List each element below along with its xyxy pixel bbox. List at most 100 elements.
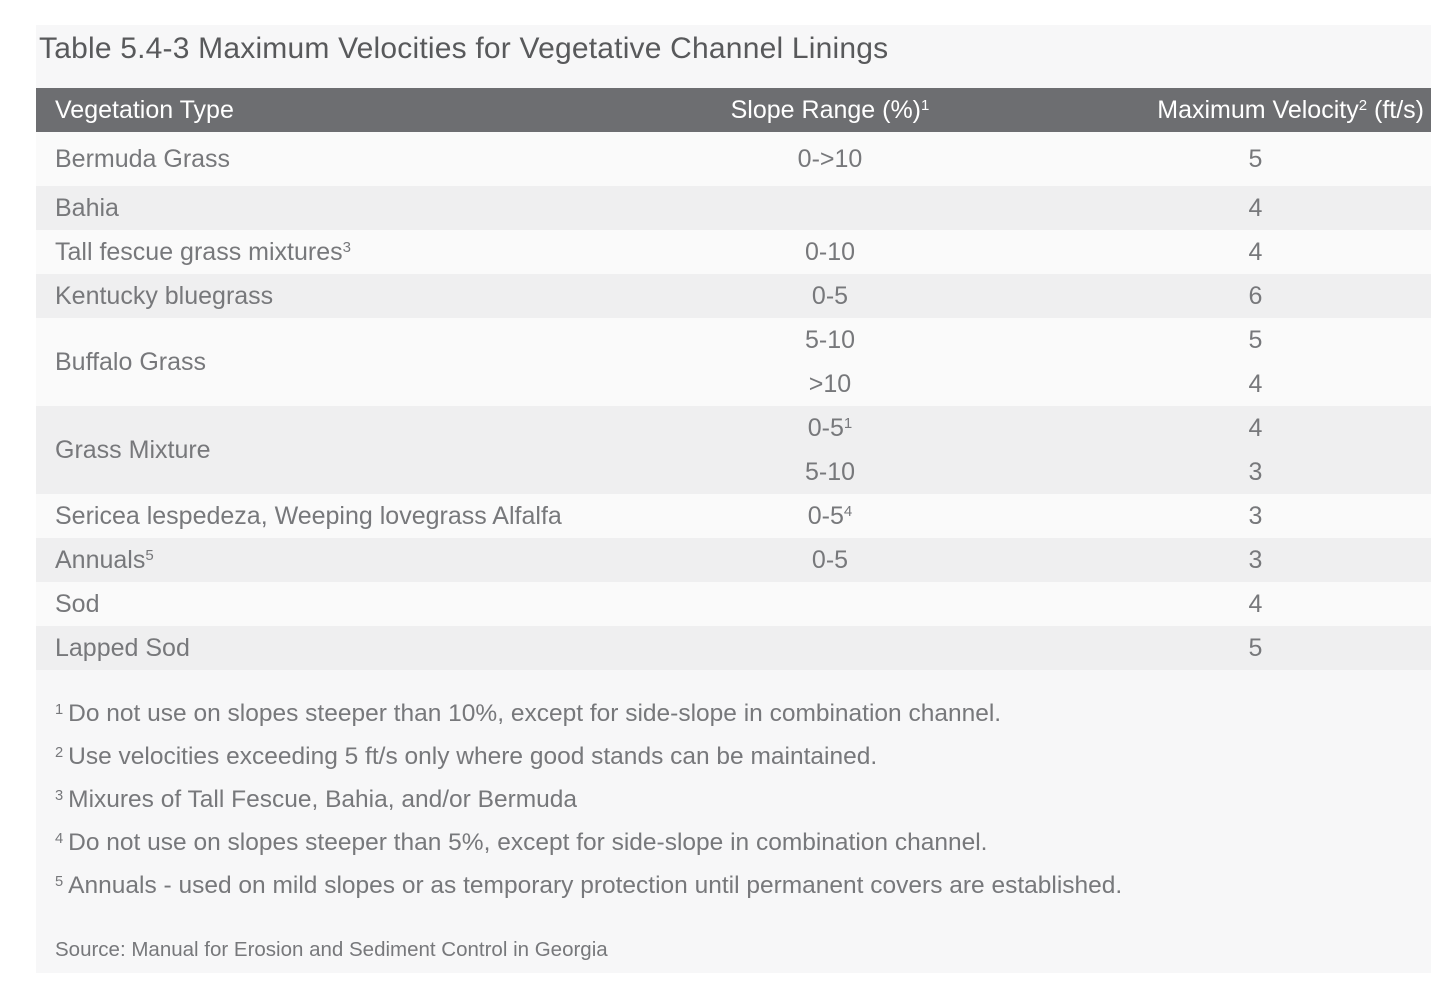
- slope-range-value: 5-10: [804, 457, 856, 486]
- vegetation-name: Lapped Sod: [55, 633, 190, 662]
- footnotes: 1 Do not use on slopes steeper than 10%, …: [36, 670, 1431, 907]
- maximum-velocity-value: 5: [1248, 144, 1263, 173]
- table-header-row: Vegetation Type Slope Range (%)1 Maximum…: [36, 88, 1431, 132]
- footnote-text: Do not use on slopes steeper than 10%, e…: [68, 700, 1002, 727]
- footnote-text: Mixures of Tall Fescue, Bahia, and/or Be…: [68, 786, 578, 813]
- table-body: Bermuda Grass 0->10 5 Bahia 4 Tall fescu…: [36, 132, 1431, 670]
- slope-range-value: 0->10: [797, 144, 863, 173]
- table-figure-panel: Table 5.4-3 Maximum Velocities for Veget…: [36, 25, 1431, 973]
- slope-range-value: 0-5: [811, 545, 849, 574]
- slope-range-cell: 0-5: [630, 538, 1030, 582]
- maximum-velocity-cell: 3: [1030, 494, 1431, 538]
- slope-range-value: 0-10: [804, 237, 856, 266]
- maximum-velocity-value: 4: [1248, 237, 1263, 266]
- vegetation-name: Buffalo Grass: [55, 347, 207, 376]
- table-row: Kentucky bluegrass 0-5 6: [36, 274, 1431, 318]
- velocity-table: Vegetation Type Slope Range (%)1 Maximum…: [36, 88, 1431, 670]
- vegetation-type-cell: Sod: [36, 582, 630, 626]
- vegetation-name: Sod: [55, 589, 100, 618]
- column-header-footnote-marker: 2: [1358, 97, 1368, 114]
- footnote-marker: 3: [55, 788, 64, 805]
- slope-range-cell: 5-10: [630, 318, 1030, 362]
- maximum-velocity-cell: 3: [1030, 450, 1431, 494]
- maximum-velocity-cell: 4: [1030, 230, 1431, 274]
- vegetation-name: Kentucky bluegrass: [55, 281, 274, 310]
- table-subrow: 4: [630, 582, 1431, 626]
- maximum-velocity-cell: 4: [1030, 582, 1431, 626]
- vegetation-type-cell: Grass Mixture: [36, 406, 630, 494]
- maximum-velocity-cell: 3: [1030, 538, 1431, 582]
- table-subrow: 5: [630, 626, 1431, 670]
- footnote: 3 Mixures of Tall Fescue, Bahia, and/or B…: [55, 778, 1431, 821]
- footnote-marker: 4: [55, 831, 64, 848]
- slope-range-cell: [630, 582, 1030, 626]
- maximum-velocity-value: 5: [1248, 325, 1263, 354]
- vegetation-type-cell: Lapped Sod: [36, 626, 630, 670]
- slope-footnote-marker: 4: [843, 503, 853, 520]
- table-subrow: >10 4: [630, 362, 1431, 406]
- maximum-velocity-value: 6: [1248, 281, 1263, 310]
- table-subrow: 4: [630, 186, 1431, 230]
- footnote-marker: 5: [55, 874, 64, 891]
- maximum-velocity-cell: 4: [1030, 186, 1431, 230]
- maximum-velocity-cell: 5: [1030, 132, 1431, 186]
- slope-range-value: 5-10: [804, 325, 856, 354]
- source-citation: Source: Manual for Erosion and Sediment …: [55, 938, 608, 961]
- vegetation-footnote-marker: 3: [342, 239, 351, 256]
- maximum-velocity-cell: 4: [1030, 406, 1431, 450]
- slope-range-value: 0-5: [811, 281, 849, 310]
- maximum-velocity-cell: 4: [1030, 362, 1431, 406]
- table-row: Bermuda Grass 0->10 5: [36, 132, 1431, 186]
- table-subrow: 0->10 5: [630, 132, 1431, 186]
- footnote: 4 Do not use on slopes steeper than 5%, e…: [55, 821, 1431, 864]
- column-header-label: Maximum Velocity: [1157, 95, 1359, 124]
- table-title-bar: Table 5.4-3 Maximum Velocities for Veget…: [36, 25, 1431, 88]
- vegetation-type-cell: Kentucky bluegrass: [36, 274, 630, 318]
- maximum-velocity-value: 4: [1248, 193, 1263, 222]
- column-header-footnote-marker: 1: [921, 97, 930, 114]
- slope-range-cell: [630, 186, 1030, 230]
- slope-range-cell: 0-5: [630, 274, 1030, 318]
- table-row: Annuals5 0-5 3: [36, 538, 1431, 582]
- slope-range-cell: 0-10: [630, 230, 1030, 274]
- vegetation-name: Bahia: [55, 193, 119, 222]
- footnote: 2 Use velocities exceeding 5 ft/s only wh…: [55, 735, 1431, 778]
- slope-range-cell: 0-51: [630, 406, 1030, 450]
- table-subrow: 0-10 4: [630, 230, 1431, 274]
- table-title: Table 5.4-3 Maximum Velocities for Veget…: [39, 32, 889, 65]
- footnote-text: Do not use on slopes steeper than 5%, ex…: [68, 829, 988, 856]
- footnote-text: Annuals - used on mild slopes or as temp…: [68, 872, 1123, 899]
- maximum-velocity-value: 4: [1248, 413, 1263, 442]
- slope-range-value: 0-5: [807, 413, 844, 442]
- slope-range-value: 0-5: [807, 501, 844, 530]
- maximum-velocity-value: 3: [1248, 545, 1263, 574]
- vegetation-type-cell: Tall fescue grass mixtures3: [36, 230, 630, 274]
- maximum-velocity-value: 3: [1248, 501, 1263, 530]
- footnote-marker: 1: [55, 702, 64, 719]
- vegetation-name: Sericea lespedeza, Weeping lovegrass Alf…: [55, 501, 562, 530]
- footnote: 1 Do not use on slopes steeper than 10%, …: [55, 692, 1431, 735]
- maximum-velocity-value: 3: [1248, 457, 1263, 486]
- slope-range-value: >10: [808, 369, 852, 398]
- column-header-label: Slope Range (%): [730, 95, 922, 124]
- table-row: Grass Mixture 0-51 4 5-10 3: [36, 406, 1431, 494]
- slope-range-cell: 0-54: [630, 494, 1030, 538]
- slope-footnote-marker: 1: [843, 415, 853, 432]
- table-row: Lapped Sod 5: [36, 626, 1431, 670]
- maximum-velocity-value: 5: [1248, 633, 1263, 662]
- footnote: 5 Annuals - used on mild slopes or as tem…: [55, 864, 1431, 907]
- column-header-vegetation-type: Vegetation Type: [36, 96, 630, 125]
- maximum-velocity-value: 4: [1248, 589, 1263, 618]
- maximum-velocity-value: 4: [1248, 369, 1263, 398]
- table-subrow: 5-10 5: [630, 318, 1431, 362]
- table-row: Sod 4: [36, 582, 1431, 626]
- maximum-velocity-cell: 5: [1030, 626, 1431, 670]
- table-subrow: 5-10 3: [630, 450, 1431, 494]
- table-subrow: 0-51 4: [630, 406, 1431, 450]
- vegetation-type-cell: Annuals5: [36, 538, 630, 582]
- maximum-velocity-cell: 5: [1030, 318, 1431, 362]
- slope-range-cell: [630, 626, 1030, 670]
- footnote-marker: 2: [55, 745, 64, 762]
- maximum-velocity-cell: 6: [1030, 274, 1431, 318]
- vegetation-name: Tall fescue grass mixtures: [55, 237, 343, 266]
